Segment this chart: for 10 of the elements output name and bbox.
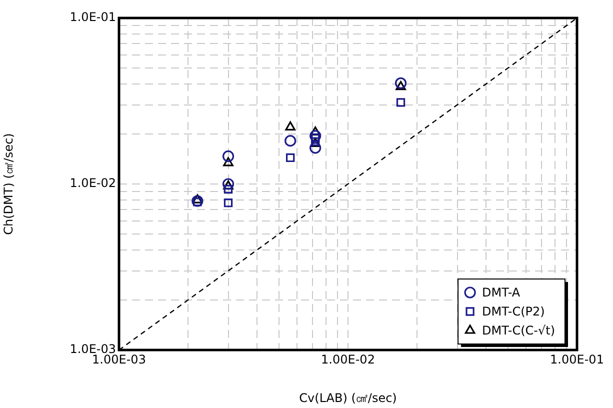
x-tick-label: 1.00E-01 <box>550 352 604 366</box>
y-axis-title: Ch(DMT) (㎠/sec) <box>1 133 16 235</box>
y-tick-label: 1.0E-01 <box>70 10 116 24</box>
x-axis-title: Cv(LAB) (㎠/sec) <box>299 390 397 405</box>
legend-label: DMT-A <box>482 286 521 300</box>
x-tick-label: 1.00E-02 <box>321 352 375 366</box>
x-tick-label: 1.00E-03 <box>92 352 146 366</box>
legend-label: DMT-C(P2) <box>482 304 545 319</box>
legend-label: DMT-C(C-√t) <box>482 324 556 338</box>
y-tick-label: 1.0E-02 <box>70 176 116 190</box>
